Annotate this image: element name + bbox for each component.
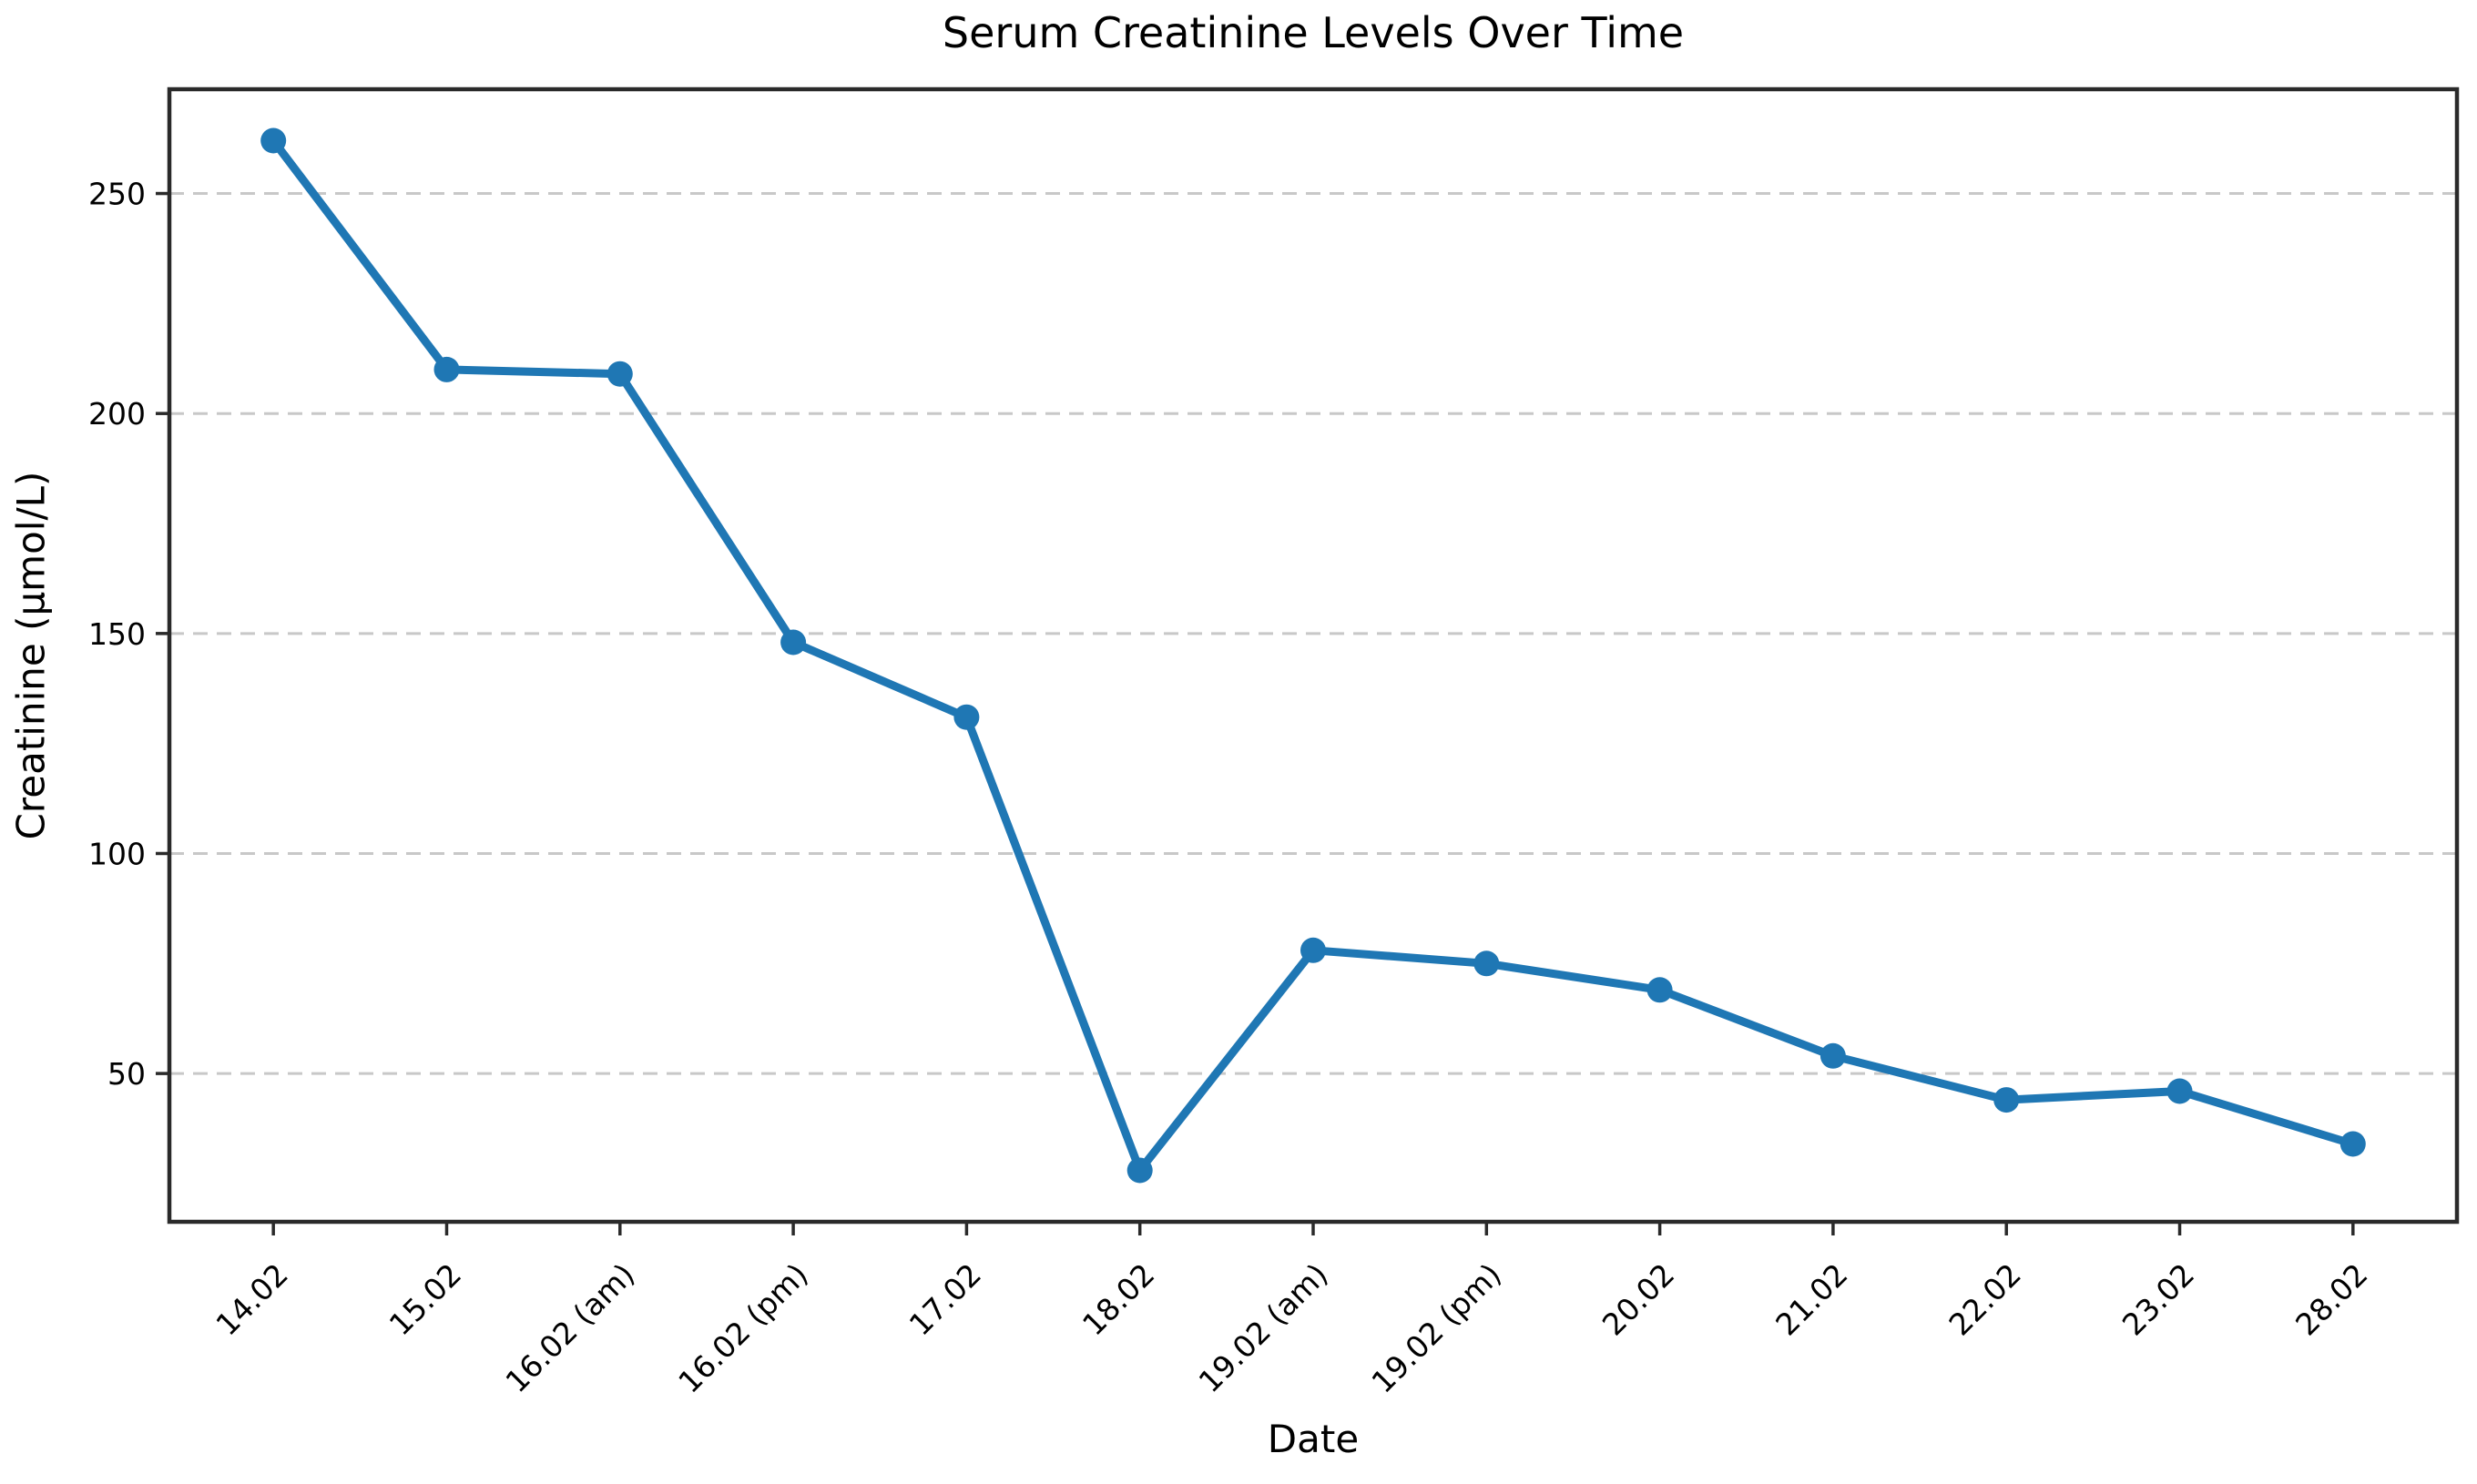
y-tick-label: 150 (88, 616, 146, 652)
x-tick-label: 28.02 (2288, 1256, 2374, 1342)
x-tick-label: 18.02 (1075, 1256, 1161, 1342)
x-tick-label: 17.02 (902, 1256, 988, 1342)
data-point-marker (780, 629, 807, 656)
x-tick-label: 20.02 (1595, 1256, 1681, 1342)
y-tick-label: 250 (88, 177, 146, 212)
x-tick-label: 19.02 (pm) (1364, 1256, 1508, 1400)
x-tick-label: 16.02 (am) (498, 1256, 641, 1399)
data-point-marker (2339, 1131, 2366, 1157)
data-point-marker (2166, 1078, 2193, 1104)
data-point-marker (1126, 1157, 1153, 1184)
y-tick-label: 50 (107, 1056, 146, 1092)
data-point-marker (260, 127, 287, 154)
x-tick-label: 23.02 (2115, 1256, 2201, 1342)
data-point-marker (433, 356, 460, 382)
x-tick-label: 16.02 (pm) (671, 1256, 815, 1400)
data-point-marker (953, 704, 980, 730)
y-tick-label: 100 (88, 836, 146, 871)
data-point-marker (1646, 977, 1673, 1003)
data-point-marker (1993, 1087, 2020, 1113)
chart-title: Serum Creatinine Levels Over Time (942, 8, 1685, 57)
data-point-marker (607, 361, 633, 387)
x-tick-label: 21.02 (1769, 1256, 1854, 1342)
y-tick-label: 200 (88, 396, 146, 432)
data-point-marker (1820, 1042, 1846, 1069)
x-axis-label: Date (1267, 1417, 1360, 1461)
data-point-marker (1300, 937, 1326, 963)
plot-border (167, 86, 2460, 1225)
x-tick-label: 19.02 (am) (1192, 1256, 1335, 1399)
data-point-marker (1473, 950, 1500, 977)
x-tick-label: 22.02 (1942, 1256, 2027, 1342)
data-line (269, 137, 2358, 1174)
x-tick-label: 15.02 (382, 1256, 468, 1342)
x-tick-label: 14.02 (209, 1256, 294, 1342)
